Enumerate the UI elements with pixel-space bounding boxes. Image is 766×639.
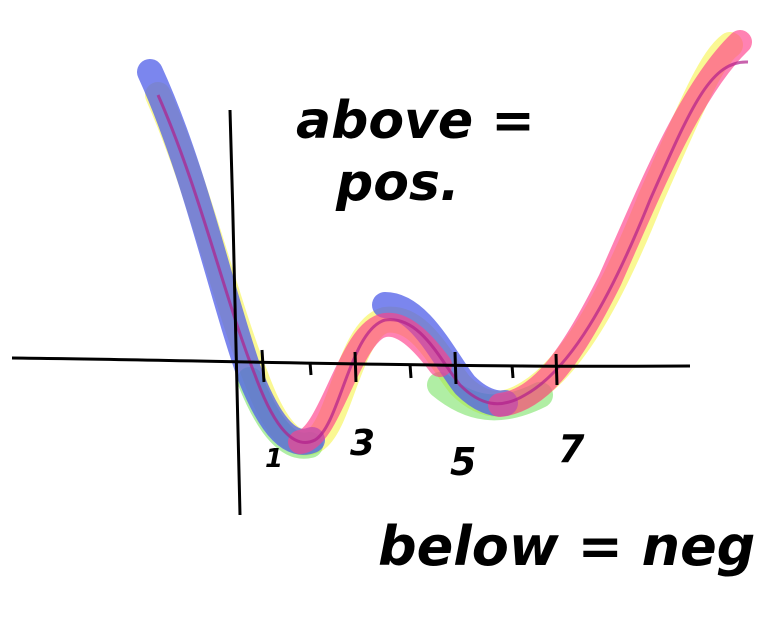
axis-label: 5 bbox=[450, 440, 476, 484]
axis-label: 7 bbox=[558, 427, 585, 471]
annotation: pos. bbox=[335, 153, 460, 213]
annotation: above = bbox=[296, 91, 535, 151]
axis-label: 1 bbox=[265, 444, 283, 474]
axis-label: 3 bbox=[350, 423, 375, 464]
annotation: below = neg bbox=[378, 515, 755, 578]
sketch: 1 3 5 7 above = pos. below = neg bbox=[0, 0, 766, 639]
